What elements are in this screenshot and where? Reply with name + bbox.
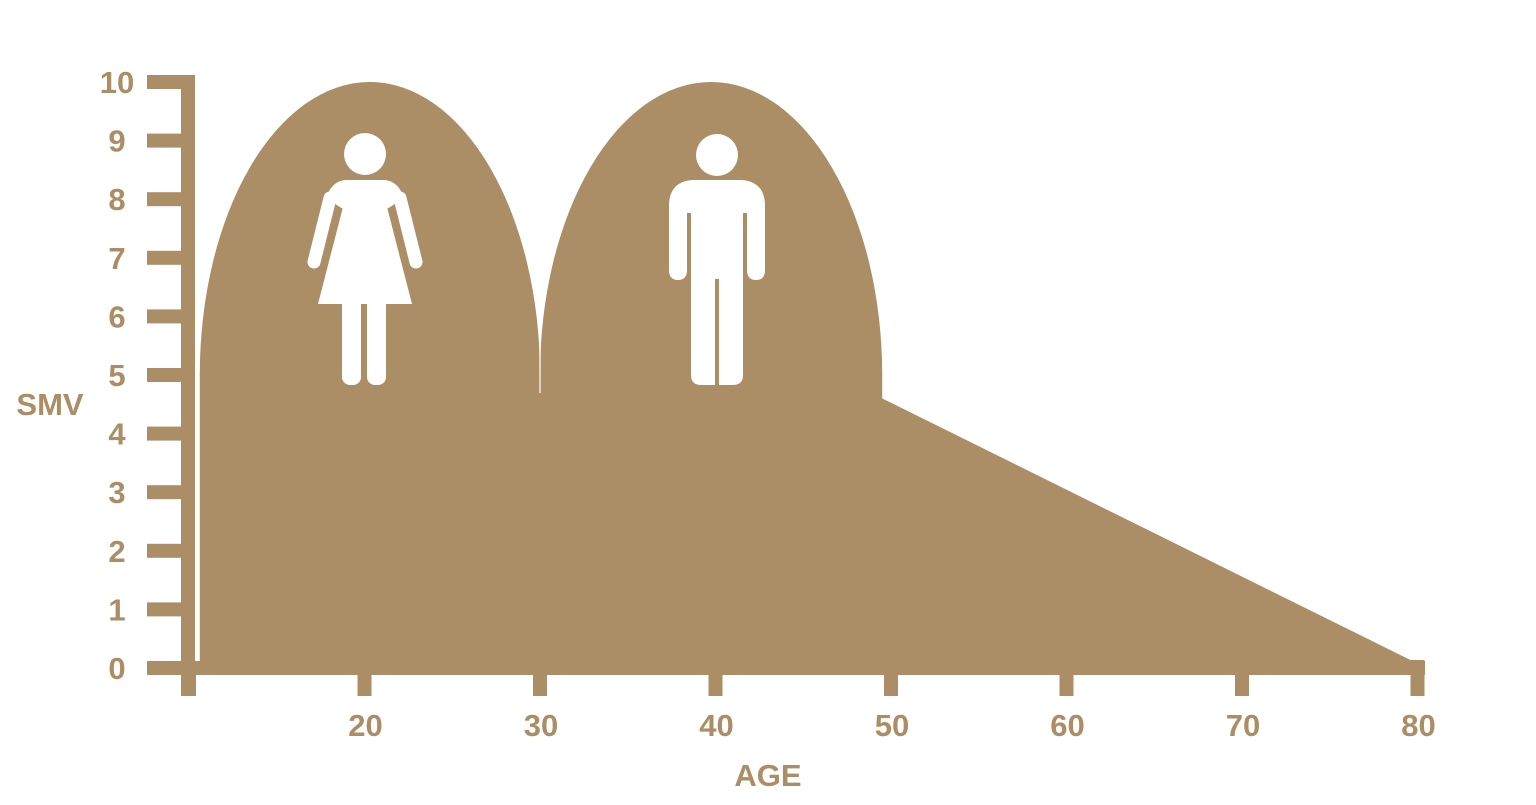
x-tick-40: [708, 661, 723, 696]
man-icon: [669, 134, 765, 386]
woman-icon: [307, 133, 423, 385]
y-tick-8: [147, 192, 195, 207]
x-axis-line: [147, 661, 1425, 675]
y-axis-line: [181, 75, 195, 696]
y-tick-label: 10: [100, 65, 134, 100]
y-tick-3: [147, 485, 195, 500]
y-tick-5: [147, 368, 195, 382]
x-tick-label: 60: [1050, 708, 1084, 743]
y-tick-label: 8: [108, 182, 125, 217]
x-tick-label: 50: [875, 708, 909, 743]
y-tick-label: 2: [108, 534, 125, 569]
y-tick-label: 7: [108, 241, 125, 276]
y-tick-9: [147, 133, 195, 148]
x-tick-label: 30: [524, 708, 558, 743]
y-tick-4: [147, 426, 195, 441]
x-tick-70: [1235, 661, 1249, 696]
y-tick-label: 9: [108, 124, 125, 159]
y-tick-label: 4: [108, 417, 126, 452]
y-tick-7: [147, 250, 195, 265]
x-tick-30: [533, 661, 547, 696]
y-tick-10: [147, 75, 195, 89]
y-tick-label: 6: [108, 299, 125, 334]
y-tick-1: [147, 602, 195, 617]
x-tick-10: [182, 661, 196, 696]
y-tick-label: 5: [108, 358, 125, 393]
x-tick-label: 70: [1226, 708, 1260, 743]
y-tick-2: [147, 543, 195, 558]
smv-area: [199, 82, 1411, 662]
y-tick-label: 1: [108, 592, 125, 627]
y-tick-label: 3: [108, 475, 125, 510]
x-tick-label: 40: [699, 708, 733, 743]
y-axis-title: SMV: [16, 387, 84, 422]
x-tick-60: [1059, 661, 1074, 696]
x-tick-label: 80: [1401, 708, 1435, 743]
x-tick-50: [884, 661, 898, 696]
x-axis-title: AGE: [734, 758, 801, 793]
x-tick-80: [1410, 660, 1425, 696]
x-tick-20: [357, 661, 372, 696]
y-tick-6: [147, 309, 195, 324]
x-tick-label: 20: [348, 708, 382, 743]
y-tick-label: 0: [108, 651, 125, 686]
